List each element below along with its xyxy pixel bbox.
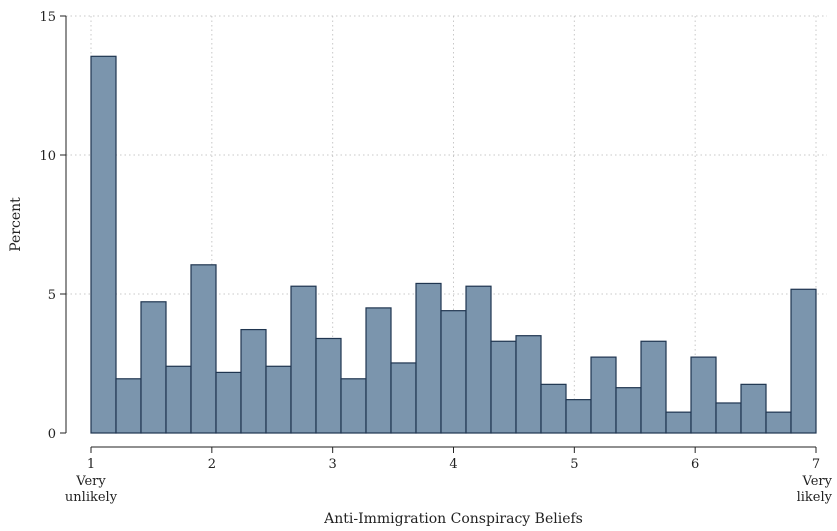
- x-tick-label: 3: [329, 457, 337, 472]
- histogram-bar: [165, 365, 192, 434]
- histogram-bar: [240, 328, 267, 434]
- histogram-bar: [265, 365, 292, 434]
- x-tick-sublabel: Very: [75, 474, 106, 489]
- x-tick-label: 4: [449, 457, 457, 472]
- x-tick-sublabel: Very: [802, 474, 833, 489]
- histogram-bar: [365, 307, 392, 434]
- histogram-bar: [540, 383, 567, 434]
- histogram-bar: [515, 335, 542, 434]
- x-tick-label: 1: [87, 457, 95, 472]
- bars: [90, 55, 817, 434]
- histogram-bar: [290, 285, 317, 434]
- histogram-bar: [615, 387, 642, 434]
- y-tick-label: 15: [39, 10, 56, 25]
- y-tick-label: 5: [48, 288, 56, 303]
- histogram-bar: [90, 55, 117, 434]
- y-axis-title: Percent: [8, 197, 24, 252]
- histogram-bar: [140, 301, 167, 434]
- histogram-bar: [740, 383, 767, 434]
- histogram-bar: [665, 411, 692, 434]
- histogram-bar: [390, 362, 417, 434]
- histogram-bar: [490, 340, 517, 434]
- histogram-bar: [440, 310, 467, 434]
- histogram-bar: [340, 378, 367, 434]
- histogram-bar: [590, 356, 617, 434]
- y-ticks: 0 5 10 15: [39, 10, 66, 442]
- histogram-bar: [765, 411, 792, 434]
- histogram-bar: [565, 399, 592, 434]
- histogram-bar: [640, 340, 667, 434]
- histogram-bar: [715, 402, 742, 434]
- histogram-bar: [415, 282, 442, 434]
- histogram-bar: [690, 356, 717, 434]
- x-tick-label: 6: [691, 457, 699, 472]
- histogram-bar: [790, 288, 817, 434]
- x-tick-sublabel: likely: [797, 490, 833, 505]
- y-tick-label: 0: [48, 427, 56, 442]
- histogram-bar: [115, 378, 142, 434]
- x-tick-label: 7: [812, 457, 820, 472]
- histogram-bar: [215, 371, 242, 434]
- x-axis-title: Anti-Immigration Conspiracy Beliefs: [323, 511, 583, 527]
- x-tick-label: 2: [208, 457, 216, 472]
- x-tick-label: 5: [570, 457, 578, 472]
- histogram-bar: [465, 285, 492, 434]
- x-tick-sublabel: unlikely: [65, 490, 118, 505]
- y-tick-label: 10: [39, 149, 56, 164]
- histogram-bar: [190, 264, 217, 434]
- histogram-bar: [315, 337, 342, 434]
